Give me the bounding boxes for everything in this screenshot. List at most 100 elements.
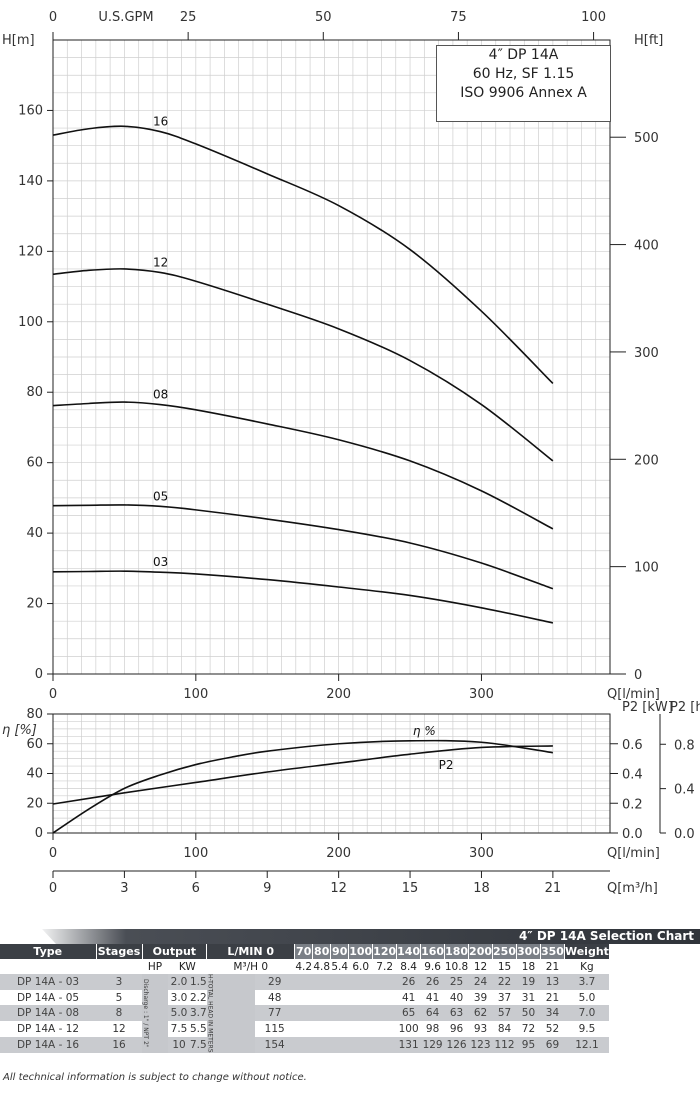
flow-m3h: 8.4 — [396, 959, 421, 974]
x-tick-label: 300 — [469, 846, 494, 861]
row-head-value — [372, 989, 397, 1006]
flow-m3h: 4.2 — [294, 959, 313, 974]
title-frequency: 60 Hz, SF 1.15 — [472, 66, 575, 82]
eta-axis-label: η [%] — [2, 723, 37, 738]
row-head-value: 95 — [516, 1036, 541, 1053]
row-head-value — [348, 1036, 373, 1053]
row-head-value — [372, 1036, 397, 1053]
row-kw: 3.7 — [190, 1005, 207, 1022]
header-flow-lmin: 100 — [348, 944, 374, 959]
row-head-value — [294, 1005, 313, 1022]
row-head-value — [348, 1005, 373, 1022]
kw-tick-label: 0.2 — [622, 797, 643, 812]
curve-label-08: 08 — [153, 388, 168, 402]
row-hp: 7.5 — [168, 1021, 190, 1037]
row-head-value: 19 — [516, 974, 541, 990]
m3h-tick-label: 3 — [120, 881, 128, 896]
row-head-value: 69 — [540, 1036, 565, 1053]
table-row: DP 14A - 08 8 5.0 3.7 77 65 64 63 62 57 50 34 7.0 — [0, 1005, 649, 1022]
row-kw: 7.5 — [190, 1036, 207, 1053]
selection-chart-title-bar: 4″ DP 14A Selection Chart — [0, 929, 700, 944]
curve-label-16: 16 — [153, 115, 168, 129]
row-weight: 12.1 — [564, 1036, 610, 1053]
row-head-value — [294, 1021, 313, 1037]
x-tick-label: 0 — [49, 846, 57, 861]
row-head-value — [330, 989, 349, 1006]
row-weight: 7.0 — [564, 1005, 610, 1022]
header-flow-lmin: 250 — [492, 944, 517, 959]
y-tick-label: 60 — [26, 737, 43, 752]
row-head-value: 50 — [516, 1005, 541, 1022]
row-hp: 10 — [168, 1036, 190, 1053]
x-tick-label: 100 — [183, 687, 208, 702]
y-tick-label: 140 — [18, 174, 43, 189]
row-head-value — [312, 974, 331, 990]
power-label: P2 — [439, 758, 454, 772]
row-stages: 5 — [96, 989, 142, 1006]
row-head-value: 72 — [516, 1021, 541, 1037]
row-head-value: 112 — [492, 1036, 517, 1053]
curve-label-05: 05 — [153, 489, 168, 503]
header-stages: Stages — [96, 944, 143, 959]
table-row: DP 14A - 12 12 7.5 5.5 115 100 98 96 93 84 72 52 9.5 — [0, 1021, 649, 1037]
ft-tick-label: 300 — [634, 346, 659, 361]
row-kw: 2.2 — [190, 989, 207, 1006]
row-hp: 5.0 — [168, 1005, 190, 1022]
row-head-value: 41 — [420, 989, 445, 1006]
flow-m3h: 5.4 — [330, 959, 349, 974]
y-tick-label: 20 — [26, 597, 43, 612]
flow-m3h: 10.8 — [444, 959, 469, 974]
header-flow-lmin: 80 — [312, 944, 332, 959]
row-head-value: 65 — [396, 1005, 421, 1022]
unit-kw: KW — [168, 959, 207, 974]
table-row: DP 14A - 16 16 10 7.5 154 131 129 126 123 112 95 69… — [0, 1036, 649, 1053]
x-axis-label: Q[l/min] — [607, 687, 660, 702]
header-flow-lmin: 120 — [372, 944, 398, 959]
row-head-value — [294, 989, 313, 1006]
header-lmin-0: L/MIN 0 — [206, 944, 296, 959]
curve-05 — [52, 504, 554, 590]
m3h-tick-label: 9 — [263, 881, 271, 896]
flow-m3h: 4.8 — [312, 959, 331, 974]
selection-table: Type Stages Output L/MIN 0 70 80 90 100 120 140 16… — [0, 944, 649, 1053]
row-head-value: 24 — [468, 974, 493, 990]
row-head-value — [312, 1005, 331, 1022]
x-tick-label: 200 — [326, 846, 351, 861]
y-tick-label: 60 — [26, 456, 43, 471]
header-flow-lmin: 160 — [420, 944, 446, 959]
top-gpm-axis: 0 25 50 75 100 U.S.GPM — [49, 10, 606, 40]
header-flow-lmin: 200 — [468, 944, 494, 959]
power-curve — [52, 745, 553, 805]
footnote: All technical information is subject to … — [3, 1072, 307, 1083]
row-head-value: 26 — [420, 974, 445, 990]
row-head-value: 100 — [396, 1021, 421, 1037]
header-flow-lmin: 90 — [330, 944, 350, 959]
row-hp: 2.0 — [168, 974, 190, 990]
ft-tick-label: 100 — [634, 561, 659, 576]
row-head-value — [312, 989, 331, 1006]
row-head-value: 29 — [254, 974, 295, 990]
flow-m3h: 18 — [516, 959, 541, 974]
curve-label-12: 12 — [153, 255, 168, 269]
flow-m3h: 15 — [492, 959, 517, 974]
row-hp: 3.0 — [168, 989, 190, 1006]
row-head-value — [372, 974, 397, 990]
selection-chart-title: 4″ DP 14A Selection Chart — [518, 929, 694, 943]
y-tick-label: 160 — [18, 103, 43, 118]
head-curves: 16 12 08 05 03 — [52, 115, 554, 624]
row-head-value — [330, 974, 349, 990]
row-head-value: 22 — [492, 974, 517, 990]
row-head-value: 37 — [492, 989, 517, 1006]
row-head-value — [312, 1036, 331, 1053]
curve-16 — [52, 125, 554, 384]
m3h-tick-label: 21 — [545, 881, 562, 896]
row-head-value — [372, 1005, 397, 1022]
unit-hp: HP — [142, 959, 168, 974]
gpm-tick-label: 25 — [180, 10, 197, 25]
row-head-value: 40 — [444, 989, 469, 1006]
row-head-value: 77 — [254, 1005, 295, 1022]
units-blank — [96, 959, 142, 974]
flow-m3h: 7.2 — [372, 959, 397, 974]
y-tick-label: 40 — [26, 767, 43, 782]
